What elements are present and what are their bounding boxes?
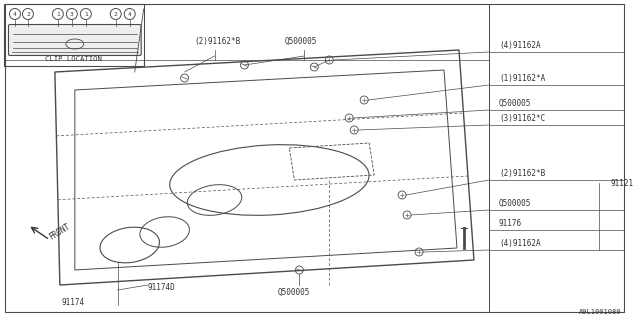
Text: 4: 4 <box>128 12 132 17</box>
Text: (4)91162A: (4)91162A <box>499 41 541 50</box>
Text: (1)91162*A: (1)91162*A <box>499 74 545 83</box>
Text: Q500005: Q500005 <box>284 37 317 46</box>
Text: 2: 2 <box>114 12 118 17</box>
Text: 2: 2 <box>26 12 30 17</box>
Text: Q500005: Q500005 <box>499 199 531 208</box>
Text: A9L1001080: A9L1001080 <box>579 309 621 315</box>
Text: (4)91162A: (4)91162A <box>499 239 541 248</box>
Text: 1: 1 <box>84 12 88 17</box>
FancyBboxPatch shape <box>8 25 141 55</box>
Text: 91176: 91176 <box>499 219 522 228</box>
Text: 91121: 91121 <box>611 179 634 188</box>
Text: Q500005: Q500005 <box>499 99 531 108</box>
Text: FRONT: FRONT <box>48 222 72 242</box>
Text: (2)91162*B: (2)91162*B <box>195 37 241 46</box>
Text: (3)91162*C: (3)91162*C <box>499 114 545 123</box>
Text: Q500005: Q500005 <box>277 288 310 297</box>
Text: CLIP LOCATION: CLIP LOCATION <box>45 56 102 62</box>
Text: 1: 1 <box>56 12 60 17</box>
Bar <box>4 4 143 66</box>
Text: 91174D: 91174D <box>148 283 175 292</box>
Text: 4: 4 <box>13 12 17 17</box>
Text: 91174: 91174 <box>62 298 85 307</box>
Text: 3: 3 <box>70 12 74 17</box>
Text: (2)91162*B: (2)91162*B <box>499 169 545 178</box>
